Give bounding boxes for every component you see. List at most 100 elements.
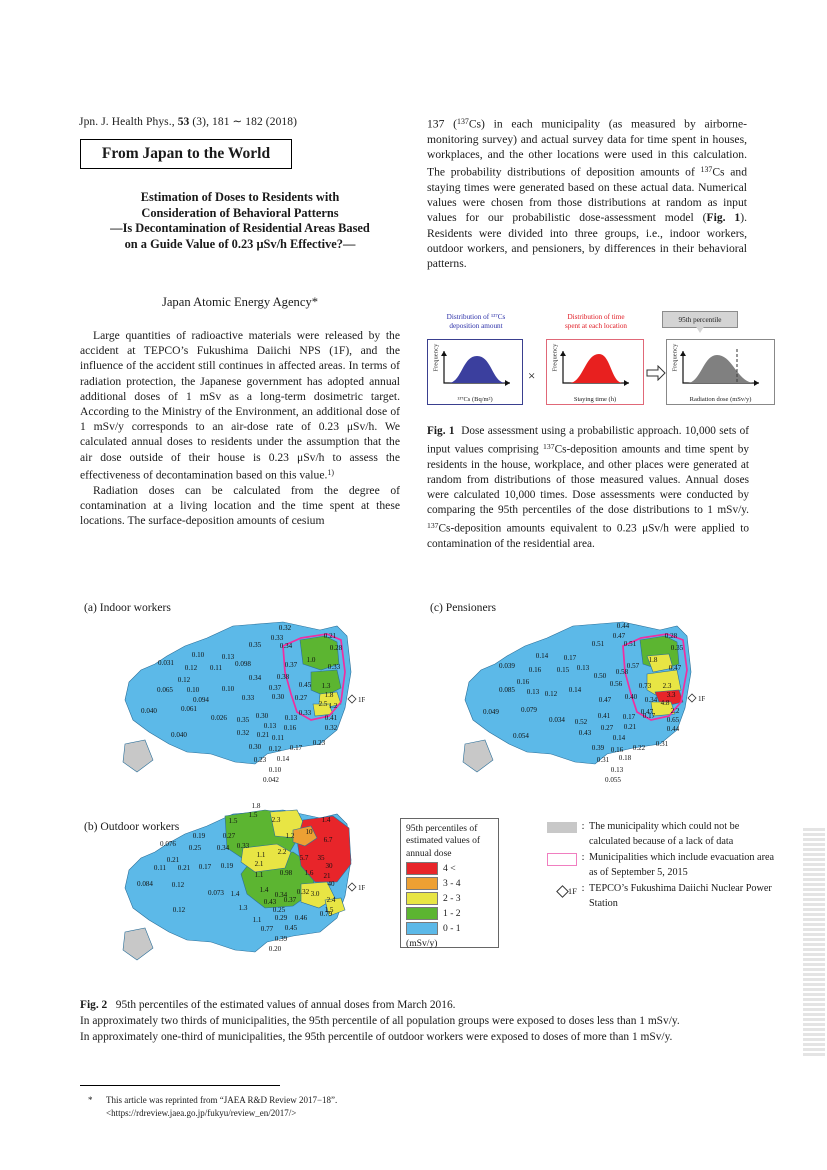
- legend-row: 4 <: [406, 862, 493, 876]
- svg-text:1.8: 1.8: [325, 691, 334, 699]
- legend-swatch-4-plus: [406, 862, 438, 876]
- svg-text:0.13: 0.13: [285, 714, 298, 722]
- journal-name: Jpn. J. Health Phys.,: [79, 116, 175, 128]
- figure-1-panel-2-caption-line-2: spent at each location: [564, 321, 628, 330]
- legend-note-row: : Municipalities which include evacuatio…: [525, 851, 775, 880]
- svg-text:0.12: 0.12: [173, 906, 186, 914]
- figure-1-panel-2-ylabel: Frequency: [551, 343, 559, 372]
- svg-text:0.32: 0.32: [237, 729, 250, 737]
- article-title-line-1: Estimation of Doses to Residents with: [140, 190, 340, 204]
- svg-text:3.0: 3.0: [311, 890, 320, 898]
- svg-text:0.21: 0.21: [324, 632, 337, 640]
- paragraph-3-d: ). Residents were divided into three gro…: [427, 211, 747, 270]
- svg-text:1.2: 1.2: [329, 702, 338, 710]
- svg-text:0.17: 0.17: [623, 713, 636, 721]
- figure-1-panel-staying-time: Frequency Staying time (h): [546, 339, 644, 405]
- svg-text:0.35: 0.35: [237, 716, 250, 724]
- svg-text:3.3: 3.3: [667, 691, 676, 699]
- svg-text:0.026: 0.026: [211, 714, 227, 722]
- svg-text:1.4: 1.4: [231, 890, 240, 898]
- legend-label-3-4: 3 - 4: [443, 877, 461, 889]
- map-a-indoor-workers[interactable]: 0.32 0.33 0.35 0.34 0.21 0.28 0.10 0.13 0.03…: [115, 612, 365, 792]
- svg-text:0.51: 0.51: [592, 640, 605, 648]
- radiation-dose-distribution-chart: [680, 349, 759, 386]
- legend-label-4-plus: 4 <: [443, 862, 456, 874]
- figure-1-panel-1-caption-line-2: deposition amount: [449, 321, 503, 330]
- svg-text:0.14: 0.14: [536, 652, 549, 660]
- figure-1-caption-label: Fig. 1: [427, 425, 455, 437]
- cs137-superscript-1: 137: [457, 117, 469, 126]
- article-title-line-2: Consideration of Behavioral Patterns: [141, 205, 339, 220]
- svg-text:0.45: 0.45: [285, 924, 298, 932]
- section-banner: From Japan to the World: [80, 139, 292, 169]
- svg-text:0.21: 0.21: [178, 864, 191, 872]
- svg-text:0.13: 0.13: [264, 722, 277, 730]
- svg-text:0.18: 0.18: [619, 754, 632, 762]
- svg-text:0.27: 0.27: [295, 694, 308, 702]
- svg-text:0.11: 0.11: [210, 664, 223, 672]
- onef-marker-map-c: 1F: [687, 693, 705, 703]
- svg-text:0.039: 0.039: [499, 662, 515, 670]
- svg-text:0.12: 0.12: [178, 676, 191, 684]
- figure-1-caption-sup-2: 137: [427, 521, 439, 531]
- onef-marker-map-a: 1F: [347, 694, 365, 704]
- journal-volume: 53: [177, 116, 190, 128]
- svg-text:0.43: 0.43: [264, 898, 277, 906]
- map-legend-box: 95th percentiles of estimated values of …: [400, 818, 499, 949]
- svg-text:0.32: 0.32: [297, 888, 310, 896]
- figure-1-panel-1-caption: Distribution of ¹³⁷Cs deposition amount: [425, 313, 527, 330]
- legend-note-row: : The municipality which could not be ca…: [525, 820, 775, 849]
- column-right: 137 (137Cs) in each municipality (as mea…: [427, 114, 747, 271]
- percentile-badge-label: 95th percentile: [678, 315, 722, 324]
- svg-text:0.30: 0.30: [249, 743, 262, 751]
- svg-text:0.35: 0.35: [249, 641, 262, 649]
- svg-text:0.39: 0.39: [592, 744, 605, 752]
- svg-text:2.2: 2.2: [278, 848, 287, 856]
- svg-text:0.41: 0.41: [598, 712, 611, 720]
- figure-1-panel-2-xlabel: Staying time (h): [573, 396, 617, 403]
- figure-2-caption-line-2: In approximately two thirds of municipal…: [80, 1015, 680, 1027]
- svg-text:1.4: 1.4: [322, 816, 331, 824]
- svg-text:0.34: 0.34: [280, 642, 293, 650]
- figure-2-caption-line-3: In approximately one-third of municipali…: [80, 1031, 673, 1043]
- map-legend-notes: : The municipality which could not be ca…: [525, 820, 775, 914]
- figure-1-panel-3-xlabel: Radiation dose (mSv/y): [689, 396, 752, 403]
- affiliation: Japan Atomic Energy Agency*: [161, 295, 319, 309]
- figure-1-panel-3-ylabel: Frequency: [671, 343, 679, 372]
- deposition-distribution-chart: [441, 351, 510, 386]
- svg-text:0.12: 0.12: [269, 745, 282, 753]
- svg-text:0.098: 0.098: [235, 660, 251, 668]
- staying-time-distribution-chart: [560, 351, 629, 386]
- svg-text:0.47: 0.47: [641, 708, 654, 716]
- svg-text:0.37: 0.37: [269, 684, 282, 692]
- svg-text:0.32: 0.32: [279, 624, 292, 632]
- legend-note-grey-swatch: [525, 820, 577, 833]
- svg-text:0.38: 0.38: [277, 673, 290, 681]
- footnote-line-2: <https://rdreview.jaea.go.jp/fukyu/revie…: [106, 1107, 297, 1118]
- svg-text:1.1: 1.1: [257, 851, 266, 859]
- svg-text:0.10: 0.10: [269, 766, 282, 774]
- implies-arrow-icon: [646, 365, 666, 381]
- svg-text:0.34: 0.34: [645, 696, 658, 704]
- svg-text:0.21: 0.21: [167, 856, 180, 864]
- svg-text:0.10: 0.10: [187, 686, 200, 694]
- map-b-outdoor-workers[interactable]: 1.8 1.5 1.5 2.3 1.4 0.19 0.27 0.076 0.25 0.34 0…: [115, 790, 365, 990]
- map-c-pensioners[interactable]: 0.44 0.47 0.51 0.51 0.28 0.35 0.14 0.17 0.03…: [455, 612, 705, 792]
- svg-text:0.57: 0.57: [627, 662, 640, 670]
- svg-text:0.10: 0.10: [192, 651, 205, 659]
- article-title-line-3: —Is Decontamination of Residential Areas…: [110, 221, 370, 235]
- legend-row: 0 - 1: [406, 922, 493, 936]
- figure-1-panel-2-caption: Distribution of time spent at each locat…: [544, 313, 648, 330]
- svg-text:0.50: 0.50: [594, 672, 607, 680]
- svg-text:4.8: 4.8: [661, 699, 670, 707]
- svg-text:10: 10: [305, 828, 313, 836]
- svg-text:0.44: 0.44: [667, 725, 680, 733]
- svg-text:0.31: 0.31: [597, 756, 610, 764]
- figure-1-panel-1-ylabel: Frequency: [432, 343, 440, 372]
- svg-text:6.7: 6.7: [324, 836, 333, 844]
- svg-text:30: 30: [325, 862, 333, 870]
- svg-text:0.14: 0.14: [277, 755, 290, 763]
- svg-text:0.41: 0.41: [325, 714, 338, 722]
- svg-text:0.47: 0.47: [669, 664, 682, 672]
- paragraph-3: 137 (137Cs) in each municipality (as mea…: [427, 114, 747, 271]
